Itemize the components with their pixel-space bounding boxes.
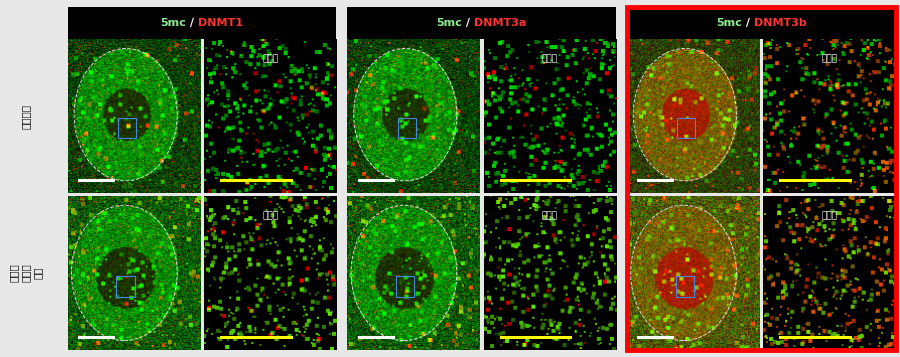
Bar (763, 39, 896, 193)
Text: 심유률: 심유률 (822, 55, 838, 64)
Bar (347, 7, 616, 39)
Bar (220, 179, 292, 182)
Bar (68, 39, 200, 193)
Bar (357, 336, 395, 339)
Bar (676, 276, 694, 297)
Bar (220, 336, 292, 339)
Bar (677, 118, 695, 138)
Text: DNMT3b: DNMT3b (753, 18, 806, 28)
Text: 퇴행성
디스크
조직: 퇴행성 디스크 조직 (8, 263, 43, 282)
Bar (204, 39, 337, 193)
Text: 5mc: 5mc (436, 18, 463, 28)
Bar (347, 196, 480, 350)
Bar (626, 196, 759, 350)
Bar (398, 118, 416, 138)
Text: /: / (186, 18, 198, 28)
Text: 심유률: 심유률 (822, 211, 838, 220)
Text: DNMT3a: DNMT3a (474, 18, 526, 28)
Bar (500, 179, 572, 182)
Bar (68, 7, 337, 39)
Text: 심유률: 심유률 (542, 55, 558, 64)
Bar (637, 336, 674, 339)
Bar (78, 336, 115, 339)
Bar (484, 196, 616, 350)
Bar (204, 196, 337, 350)
Text: 심유률: 심유률 (262, 211, 278, 220)
Bar (78, 179, 115, 182)
Bar (626, 39, 759, 193)
Text: DNMT1: DNMT1 (198, 18, 243, 28)
Text: 심유률: 심유률 (262, 55, 278, 64)
Bar (779, 336, 852, 339)
Bar (500, 336, 572, 339)
Bar (626, 7, 896, 350)
Bar (626, 7, 896, 39)
Text: 정상조직: 정상조직 (21, 104, 31, 129)
Bar (116, 276, 135, 297)
Bar (118, 118, 136, 138)
Bar (357, 179, 395, 182)
Bar (68, 196, 200, 350)
Text: 5mc: 5mc (160, 18, 186, 28)
Bar (484, 39, 616, 193)
Bar (763, 196, 896, 350)
Text: 5mc: 5mc (716, 18, 742, 28)
Bar (347, 39, 480, 193)
Bar (637, 179, 674, 182)
Text: /: / (463, 18, 474, 28)
Text: 심유률: 심유률 (542, 211, 558, 220)
Bar (779, 179, 852, 182)
Bar (396, 276, 415, 297)
Text: /: / (742, 18, 753, 28)
